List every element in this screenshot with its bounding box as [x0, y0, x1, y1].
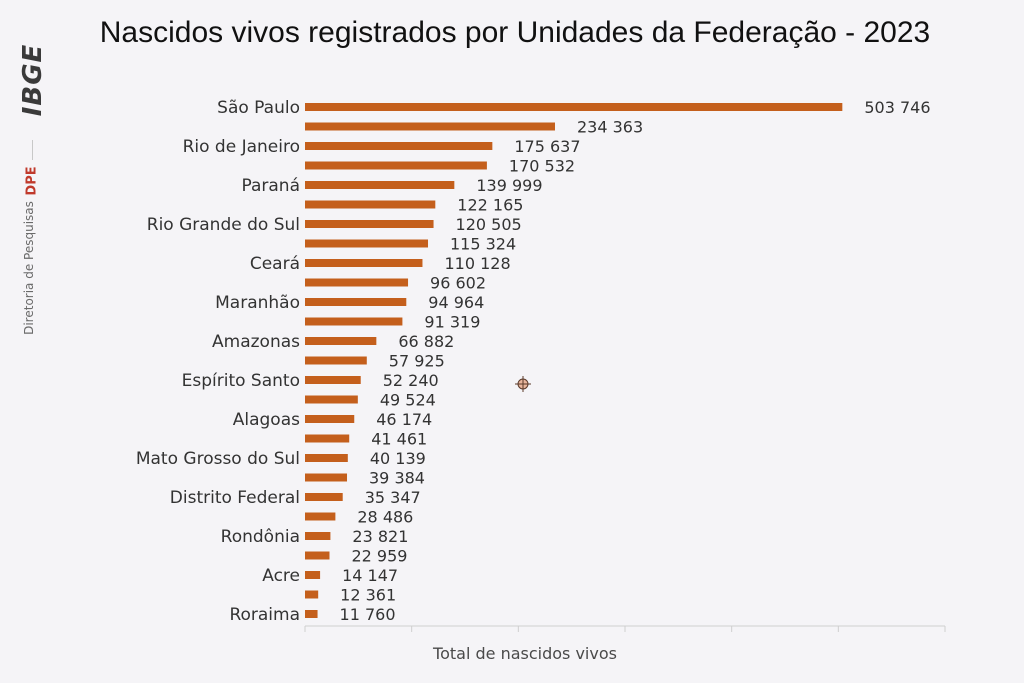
bar — [305, 278, 409, 287]
chart-title: Nascidos vivos registrados por Unidades … — [99, 16, 931, 49]
y-tick-label: Acre — [262, 566, 300, 586]
bar-value-label: 66 882 — [398, 332, 454, 351]
bar-value-label: 41 461 — [371, 430, 427, 449]
bar — [305, 356, 367, 365]
bar-value-label: 52 240 — [383, 371, 439, 390]
bar — [305, 415, 355, 423]
bar-value-label: 11 760 — [340, 605, 396, 624]
bar-value-label: 170 532 — [509, 157, 575, 176]
y-tick-label: São Paulo — [217, 98, 300, 118]
bar-value-label: 94 964 — [428, 293, 484, 312]
bar-value-label: 115 324 — [450, 235, 516, 254]
y-tick-label: Amazonas — [212, 332, 300, 352]
bar-value-label: 23 821 — [352, 527, 408, 546]
y-tick-label: Mato Grosso do Sul — [136, 449, 300, 469]
bar-value-label: 28 486 — [357, 508, 413, 527]
bar-value-label: 35 347 — [365, 488, 421, 507]
bar-value-label: 22 959 — [351, 547, 407, 566]
crosshair-cursor-icon — [515, 376, 531, 392]
bar — [305, 551, 330, 560]
bar — [305, 298, 407, 306]
bar — [305, 239, 429, 248]
y-tick-label: Distrito Federal — [170, 488, 300, 508]
bar — [305, 103, 843, 111]
bar — [305, 337, 377, 345]
bar-value-label: 12 361 — [340, 586, 396, 605]
bar — [305, 317, 403, 326]
bar — [305, 181, 455, 189]
y-tick-label: Rio de Janeiro — [183, 137, 300, 157]
bar — [305, 200, 436, 209]
y-tick-label: Espírito Santo — [182, 371, 300, 391]
bar — [305, 259, 423, 267]
bar-value-label: 110 128 — [444, 254, 510, 273]
bar — [305, 610, 318, 618]
bar — [305, 512, 336, 521]
y-tick-label: Rio Grande do Sul — [147, 215, 300, 235]
bar-value-label: 122 165 — [457, 196, 523, 215]
y-tick-label: Alagoas — [233, 410, 300, 430]
bar — [305, 434, 350, 443]
x-axis-label: Total de nascidos vivos — [433, 644, 617, 663]
bar-value-label: 175 637 — [514, 137, 580, 156]
bar-value-label: 49 524 — [380, 391, 436, 410]
y-tick-label: Maranhão — [215, 293, 300, 313]
bar — [305, 571, 321, 579]
bar — [305, 220, 434, 228]
bar-value-label: 234 363 — [577, 118, 643, 137]
y-tick-label: Paraná — [241, 176, 300, 196]
bar — [305, 493, 343, 501]
bar — [305, 395, 358, 404]
bar-value-label: 120 505 — [456, 215, 522, 234]
y-tick-label: Rondônia — [221, 527, 300, 547]
bar — [305, 454, 348, 462]
bar — [305, 161, 487, 170]
bar — [305, 473, 348, 482]
bar — [305, 532, 331, 540]
bar-value-label: 40 139 — [370, 449, 426, 468]
bar-value-label: 96 602 — [430, 274, 486, 293]
y-tick-label: Roraima — [229, 605, 300, 625]
bar — [305, 142, 493, 150]
brand-sidebar: IBGE DPE Diretoria de Pesquisas — [0, 0, 60, 683]
brand-divider — [32, 140, 33, 160]
y-tick-label: Ceará — [250, 254, 300, 274]
bar — [305, 122, 555, 131]
bar-value-label: 503 746 — [864, 98, 930, 117]
bar-value-label: 46 174 — [376, 410, 432, 429]
bar-value-label: 139 999 — [476, 176, 542, 195]
bar-value-label: 57 925 — [389, 352, 445, 371]
bar-value-label: 14 147 — [342, 566, 398, 585]
bar-value-label: 39 384 — [369, 469, 425, 488]
bar — [305, 590, 319, 599]
bar-value-label: 91 319 — [424, 313, 480, 332]
bar — [305, 376, 361, 384]
